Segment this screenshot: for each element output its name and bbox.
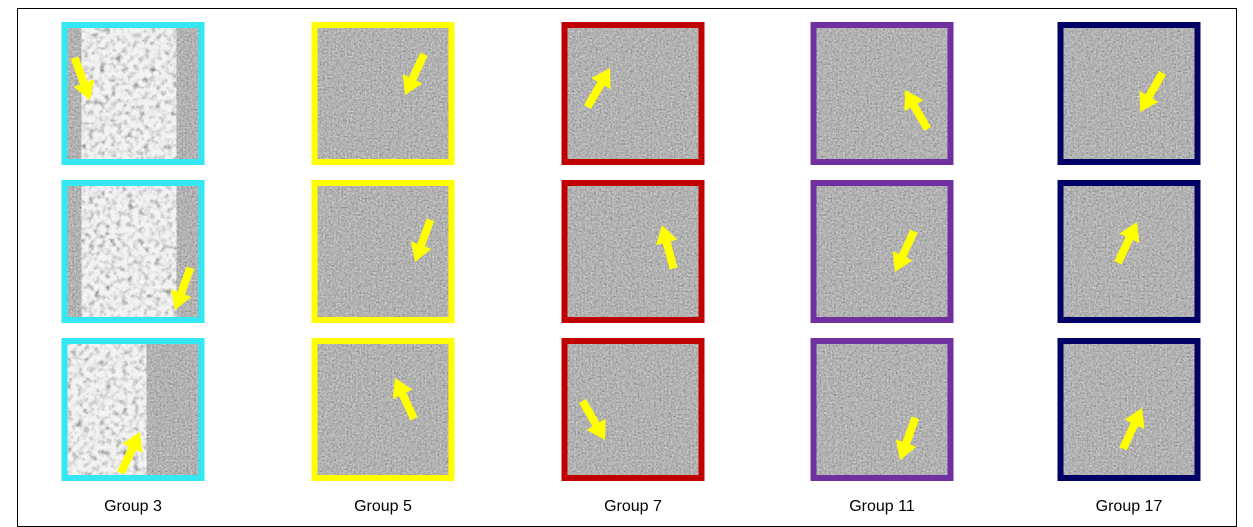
texture — [1058, 338, 1201, 481]
image-tile — [312, 180, 455, 323]
image-tile — [62, 22, 205, 165]
texture — [312, 338, 455, 481]
image-tile — [811, 22, 954, 165]
image-tile — [312, 338, 455, 481]
image-tile — [1058, 22, 1201, 165]
group-label: Group 5 — [354, 498, 412, 515]
texture — [1058, 22, 1201, 165]
image-tile — [62, 180, 205, 323]
texture — [811, 180, 954, 323]
texture — [1058, 180, 1201, 323]
bright-band — [82, 22, 177, 165]
group-label: Group 3 — [104, 498, 162, 515]
texture — [562, 22, 705, 165]
bright-band — [62, 338, 147, 481]
figure: Group 3 Group 5 Group 7 Group 11 Group 17 — [0, 0, 1253, 527]
image-tile — [562, 180, 705, 323]
image-tile — [811, 338, 954, 481]
image-tile — [62, 338, 205, 481]
texture — [811, 22, 954, 165]
bright-band — [82, 180, 177, 323]
image-tile — [811, 180, 954, 323]
image-tile — [312, 22, 455, 165]
group-label: Group 17 — [1096, 498, 1163, 515]
group-label: Group 11 — [849, 498, 915, 515]
image-tile — [1058, 180, 1201, 323]
group-label: Group 7 — [604, 498, 662, 515]
image-tile — [1058, 338, 1201, 481]
page: Group 3Group 5Group 7Group 11Group 17 ((… — [0, 0, 1253, 527]
texture — [312, 180, 455, 323]
image-tile — [562, 22, 705, 165]
texture — [811, 338, 954, 481]
texture — [562, 180, 705, 323]
texture — [312, 22, 455, 165]
image-tile — [562, 338, 705, 481]
